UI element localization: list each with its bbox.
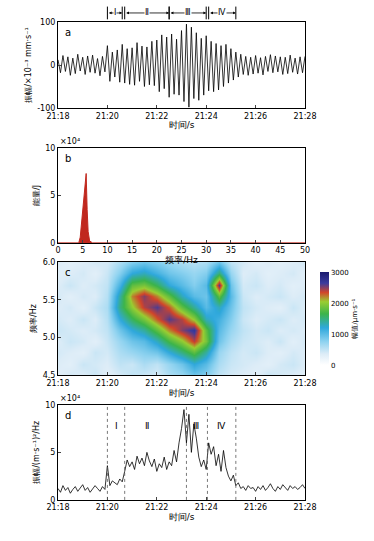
svg-text:-100: -100 xyxy=(37,104,55,113)
svg-text:时间/s: 时间/s xyxy=(169,120,195,130)
svg-text:b: b xyxy=(65,153,71,164)
svg-text:3000: 3000 xyxy=(331,269,349,277)
svg-text:21:18: 21:18 xyxy=(46,379,69,388)
svg-text:21:24: 21:24 xyxy=(195,503,218,512)
svg-text:21:28: 21:28 xyxy=(293,112,316,121)
svg-text:45: 45 xyxy=(275,246,285,255)
svg-text:能量/J: 能量/J xyxy=(32,185,41,206)
svg-text:21:20: 21:20 xyxy=(96,379,119,388)
svg-text:20: 20 xyxy=(152,246,162,255)
svg-text:10: 10 xyxy=(45,401,55,410)
svg-text:Ⅲ: Ⅲ xyxy=(185,8,191,17)
svg-text:21:26: 21:26 xyxy=(244,503,267,512)
svg-text:c: c xyxy=(65,267,71,278)
svg-text:振幅/(m·s⁻¹)²/Hz: 振幅/(m·s⁻¹)²/Hz xyxy=(32,421,41,484)
svg-text:10: 10 xyxy=(45,144,55,153)
svg-text:Ⅲ: Ⅲ xyxy=(193,421,199,431)
svg-text:21:20: 21:20 xyxy=(96,503,119,512)
svg-text:时间/s: 时间/s xyxy=(169,512,195,522)
svg-text:×10⁴: ×10⁴ xyxy=(60,394,80,403)
svg-text:Ⅰ: Ⅰ xyxy=(115,421,118,431)
svg-text:5.0: 5.0 xyxy=(43,333,56,342)
svg-text:5: 5 xyxy=(80,246,85,255)
svg-text:0: 0 xyxy=(50,239,55,248)
svg-text:25: 25 xyxy=(176,246,186,255)
svg-text:6.0: 6.0 xyxy=(43,258,56,267)
svg-text:5.5: 5.5 xyxy=(43,296,56,305)
svg-text:频率/Hz: 频率/Hz xyxy=(29,304,38,333)
svg-text:d: d xyxy=(65,410,71,421)
svg-text:频率/Hz: 频率/Hz xyxy=(165,255,198,265)
svg-text:0: 0 xyxy=(331,362,335,370)
svg-text:100: 100 xyxy=(40,18,55,27)
svg-text:幅值/μm·s⁻¹: 幅值/μm·s⁻¹ xyxy=(351,298,359,338)
svg-text:21:18: 21:18 xyxy=(46,503,69,512)
svg-text:Ⅰ: Ⅰ xyxy=(114,8,116,17)
svg-text:50: 50 xyxy=(300,246,310,255)
svg-text:1000: 1000 xyxy=(331,331,349,339)
svg-text:21:20: 21:20 xyxy=(96,112,119,121)
svg-text:21:26: 21:26 xyxy=(244,112,267,121)
svg-text:0: 0 xyxy=(50,61,55,70)
svg-text:21:28: 21:28 xyxy=(293,379,316,388)
svg-text:Ⅳ: Ⅳ xyxy=(217,421,226,431)
svg-text:a: a xyxy=(65,27,71,38)
svg-text:Ⅳ: Ⅳ xyxy=(218,8,226,17)
svg-text:×10⁴: ×10⁴ xyxy=(60,137,80,146)
svg-text:21:18: 21:18 xyxy=(46,112,69,121)
svg-text:21:28: 21:28 xyxy=(293,503,316,512)
svg-text:21:26: 21:26 xyxy=(244,379,267,388)
svg-text:21:22: 21:22 xyxy=(145,112,168,121)
svg-text:15: 15 xyxy=(127,246,137,255)
svg-text:21:24: 21:24 xyxy=(195,112,218,121)
svg-text:0: 0 xyxy=(55,246,60,255)
svg-text:4.5: 4.5 xyxy=(43,371,56,380)
svg-text:10: 10 xyxy=(102,246,112,255)
svg-text:Ⅱ: Ⅱ xyxy=(145,421,149,431)
svg-text:5: 5 xyxy=(50,191,55,200)
svg-text:21:22: 21:22 xyxy=(145,379,168,388)
svg-text:40: 40 xyxy=(251,246,261,255)
svg-text:30: 30 xyxy=(201,246,211,255)
svg-text:2000: 2000 xyxy=(331,300,349,308)
svg-text:21:22: 21:22 xyxy=(145,503,168,512)
svg-text:Ⅱ: Ⅱ xyxy=(145,8,149,17)
svg-text:振幅/×10⁻³ mm·s⁻¹: 振幅/×10⁻³ mm·s⁻¹ xyxy=(24,27,33,102)
svg-text:0: 0 xyxy=(50,496,55,505)
svg-text:5: 5 xyxy=(50,448,55,457)
svg-text:35: 35 xyxy=(226,246,236,255)
svg-text:21:24: 21:24 xyxy=(195,379,218,388)
svg-text:时间/s: 时间/s xyxy=(169,388,195,398)
